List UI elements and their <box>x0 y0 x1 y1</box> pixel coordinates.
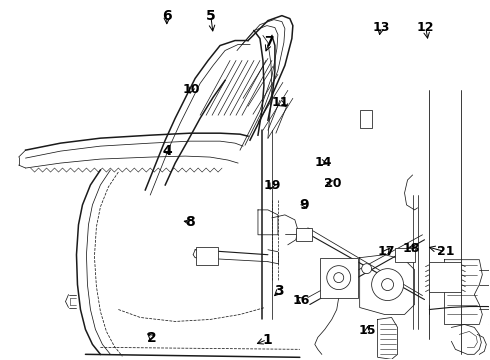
Text: 21: 21 <box>437 245 454 258</box>
Text: 13: 13 <box>372 21 390 34</box>
Bar <box>360 110 371 128</box>
Text: 17: 17 <box>378 245 395 258</box>
Text: 20: 20 <box>324 177 342 190</box>
Text: 19: 19 <box>263 179 281 192</box>
Text: 11: 11 <box>271 96 289 109</box>
Text: 12: 12 <box>417 21 435 34</box>
Circle shape <box>334 273 343 283</box>
Bar <box>296 228 312 241</box>
Text: 6: 6 <box>162 9 171 23</box>
Circle shape <box>382 279 393 291</box>
Text: 14: 14 <box>315 156 332 169</box>
Circle shape <box>362 264 371 274</box>
Bar <box>394 248 415 262</box>
Text: 10: 10 <box>182 83 200 96</box>
Text: 5: 5 <box>206 9 216 23</box>
Bar <box>429 262 462 292</box>
Circle shape <box>371 269 404 301</box>
Text: 8: 8 <box>185 215 195 229</box>
Text: 1: 1 <box>262 333 272 347</box>
Text: 16: 16 <box>293 294 310 307</box>
Bar <box>196 247 218 265</box>
Text: 15: 15 <box>358 324 376 337</box>
Text: 7: 7 <box>265 35 274 49</box>
Bar <box>320 258 358 298</box>
Text: 9: 9 <box>299 198 308 212</box>
Text: 18: 18 <box>402 242 420 255</box>
Circle shape <box>327 266 351 289</box>
Text: 2: 2 <box>147 331 157 345</box>
Text: 4: 4 <box>162 144 171 158</box>
Text: 3: 3 <box>274 284 284 298</box>
